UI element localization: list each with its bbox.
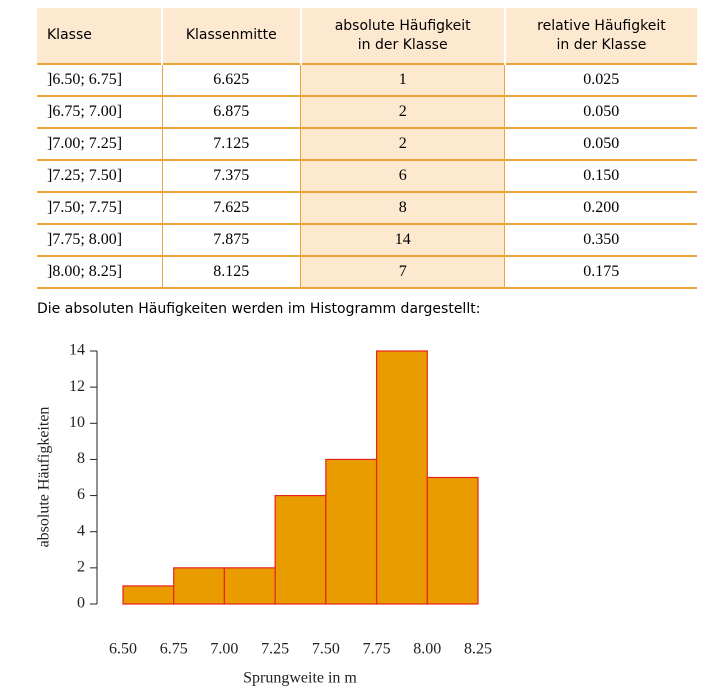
table-cell: 0.050 xyxy=(504,127,697,160)
y-tick-label: 2 xyxy=(77,559,85,576)
x-tick-label: 7.00 xyxy=(210,641,238,658)
x-tick-label: 7.75 xyxy=(363,641,391,658)
caption: Die absoluten Häufigkeiten werden im His… xyxy=(37,301,481,317)
header-cell: relative Häufigkeit in der Klasse xyxy=(503,8,697,64)
table-cell: 1 xyxy=(300,63,506,96)
table-row: ]6.50; 6.75] 6.625 1 0.025 xyxy=(37,63,697,96)
y-tick-label: 10 xyxy=(69,414,85,431)
x-tick-label: 8.25 xyxy=(464,641,492,658)
table-cell: 2 xyxy=(300,95,506,128)
header-cell: absolute Häufigkeit in der Klasse xyxy=(299,8,505,64)
table-cell: 8.125 xyxy=(162,255,302,289)
table-row: ]6.75; 7.00] 6.875 2 0.050 xyxy=(37,95,697,128)
bar xyxy=(223,567,276,605)
table-cell: 7 xyxy=(300,255,506,289)
table-cell: 8 xyxy=(300,191,506,224)
y-tick-label: 14 xyxy=(69,342,85,359)
table-cell: 0.200 xyxy=(504,191,697,224)
frequency-table: Klasse Klassenmitte absolute Häufigkeit in… xyxy=(37,8,697,289)
table-row: ]7.25; 7.50] 7.375 6 0.150 xyxy=(37,159,697,192)
table-cell: ]7.00; 7.25] xyxy=(37,127,163,160)
table-cell: 6.625 xyxy=(162,63,302,96)
table-cell: 7.375 xyxy=(162,159,302,192)
y-tick-label: 12 xyxy=(69,378,85,395)
table-cell: 6 xyxy=(300,159,506,192)
table-row: ]8.00; 8.25] 8.125 7 0.175 xyxy=(37,255,697,289)
y-axis-label: absolute Häufigkeiten xyxy=(36,407,53,548)
table-cell: ]8.00; 8.25] xyxy=(37,255,163,289)
table-cell: ]7.25; 7.50] xyxy=(37,159,163,192)
table-cell: 2 xyxy=(300,127,506,160)
table-cell: ]6.75; 7.00] xyxy=(37,95,163,128)
table-cell: 7.625 xyxy=(162,191,302,224)
y-tick-label: 8 xyxy=(77,450,85,467)
x-axis-label: Sprungweite in m xyxy=(243,670,357,687)
table-cell: ]7.50; 7.75] xyxy=(37,191,163,224)
bar xyxy=(426,476,479,605)
table-cell: 7.875 xyxy=(162,223,302,256)
table-cell: 0.350 xyxy=(504,223,697,256)
x-tick-label: 6.50 xyxy=(109,641,137,658)
table-cell: ]6.50; 6.75] xyxy=(37,63,163,96)
y-tick-label: 4 xyxy=(77,522,85,539)
bar xyxy=(375,350,428,605)
table-row: ]7.75; 8.00] 7.875 14 0.350 xyxy=(37,223,697,256)
x-tick-label: 7.50 xyxy=(312,641,340,658)
table-cell: 14 xyxy=(300,223,506,256)
table-cell: 6.875 xyxy=(162,95,302,128)
table-cell: ]7.75; 8.00] xyxy=(37,223,163,256)
table-row: ]7.50; 7.75] 7.625 8 0.200 xyxy=(37,191,697,224)
header-cell: Klasse xyxy=(37,8,163,64)
table-cell: 0.025 xyxy=(504,63,697,96)
table-row: ]7.00; 7.25] 7.125 2 0.050 xyxy=(37,127,697,160)
table-cell: 0.175 xyxy=(504,255,697,289)
y-tick-label: 6 xyxy=(77,486,85,503)
table-cell: 0.050 xyxy=(504,95,697,128)
y-tick-label: 0 xyxy=(77,595,85,612)
bar xyxy=(274,494,327,605)
x-tick-label: 7.25 xyxy=(261,641,289,658)
x-tick-label: 6.75 xyxy=(160,641,188,658)
table-cell: 7.125 xyxy=(162,127,302,160)
header-cell: Klassenmitte xyxy=(161,8,301,64)
bar xyxy=(122,585,175,605)
header-row: Klasse Klassenmitte absolute Häufigkeit in… xyxy=(37,8,697,64)
bar xyxy=(325,458,378,605)
x-tick-label: 8.00 xyxy=(413,641,441,658)
table-cell: 0.150 xyxy=(504,159,697,192)
bar xyxy=(173,567,226,605)
